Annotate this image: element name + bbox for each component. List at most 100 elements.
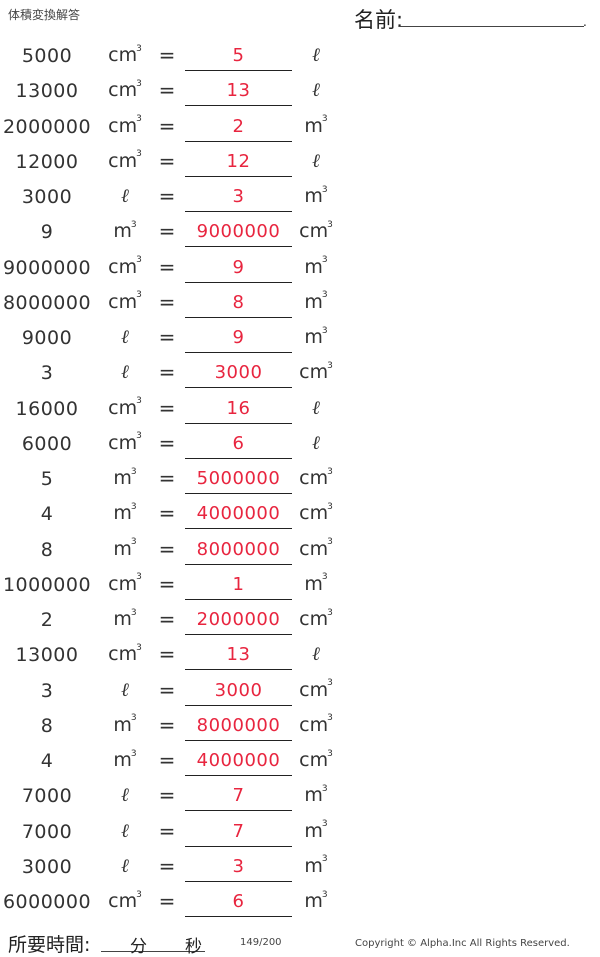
copyright-notice: Copyright © Alpha.Inc All Rights Reserve… — [355, 938, 570, 949]
problem-row: 3 ℓ = 3000 cm3 — [0, 358, 600, 393]
problem-value: 3000 — [21, 855, 73, 878]
equals-sign: = — [158, 853, 176, 878]
answer-field: 9 — [185, 257, 292, 283]
unit-cubic-centimeter: cm3 — [299, 607, 333, 630]
equals-sign: = — [158, 219, 176, 244]
name-field-line — [399, 26, 584, 27]
problem-value: 3 — [40, 362, 54, 385]
equals-sign: = — [158, 783, 176, 808]
problem-row: 6000000 cm3 = 6 m3 — [0, 887, 600, 922]
equals-sign: = — [158, 360, 176, 385]
answer-field: 3000 — [185, 680, 292, 706]
unit-cubic-meter: m3 — [304, 325, 328, 348]
unit-cubic-meter: m3 — [113, 607, 137, 630]
name-field-end-dot: . — [583, 15, 587, 29]
equals-sign: = — [158, 148, 176, 173]
unit-cubic-centimeter: cm3 — [108, 431, 142, 454]
unit-cubic-meter: m3 — [304, 819, 328, 842]
problem-value: 5 — [40, 468, 54, 490]
unit-cubic-centimeter: cm3 — [299, 748, 333, 771]
unit-liter: ℓ — [121, 185, 129, 207]
problem-row: 8 m3 = 8000000 cm3 — [0, 535, 600, 570]
problem-value: 9000000 — [2, 256, 92, 279]
problem-row: 16000 cm3 = 16 ℓ — [0, 394, 600, 429]
problem-row: 13000 cm3 = 13 ℓ — [0, 76, 600, 111]
equals-sign: = — [158, 712, 176, 737]
problem-value: 8 — [40, 538, 54, 561]
problem-value: 5000 — [21, 45, 73, 67]
problem-value: 6000000 — [2, 891, 92, 913]
unit-cubic-centimeter: cm3 — [108, 396, 142, 419]
unit-cubic-meter: m3 — [113, 537, 137, 560]
unit-cubic-meter: m3 — [113, 219, 137, 243]
equals-sign: = — [158, 254, 176, 279]
answer-field: 3000 — [185, 362, 292, 389]
answer-field: 7 — [185, 821, 292, 847]
answer-field: 5000000 — [185, 468, 292, 494]
unit-cubic-meter: m3 — [113, 748, 137, 771]
problem-row: 7000 ℓ = 7 m3 — [0, 781, 600, 816]
problem-row: 7000 ℓ = 7 m3 — [0, 817, 600, 852]
seconds-label: 秒 — [185, 937, 202, 957]
unit-cubic-meter: m3 — [304, 854, 328, 877]
answer-field: 13 — [185, 80, 292, 107]
problem-row: 3000 ℓ = 3 m3 — [0, 182, 600, 217]
problem-value: 7000 — [21, 820, 73, 843]
worksheet-title: 体積変換解答 — [8, 8, 81, 22]
problem-value: 13000 — [15, 80, 79, 103]
unit-cubic-centimeter: cm3 — [108, 255, 142, 278]
answer-field: 9 — [185, 327, 292, 353]
answer-field: 5 — [185, 45, 292, 71]
equals-sign: = — [158, 818, 176, 843]
unit-cubic-meter: m3 — [304, 889, 328, 912]
problem-value: 6000 — [21, 432, 73, 455]
problem-row: 9 m3 = 9000000 cm3 — [0, 217, 600, 252]
unit-cubic-centimeter: cm3 — [108, 114, 142, 137]
equals-sign: = — [158, 430, 176, 455]
problem-row: 5000 cm3 = 5 ℓ — [0, 41, 600, 76]
unit-cubic-meter: m3 — [304, 114, 328, 137]
problem-row: 6000 cm3 = 6 ℓ — [0, 429, 600, 464]
answer-field: 1 — [185, 574, 292, 600]
unit-liter: ℓ — [312, 643, 320, 666]
unit-cubic-centimeter: cm3 — [299, 360, 333, 384]
problem-row: 3 ℓ = 3000 cm3 — [0, 676, 600, 711]
problem-value: 9 — [40, 221, 54, 244]
page-number: 149/200 — [240, 937, 282, 948]
answer-field: 13 — [185, 644, 292, 671]
problem-value: 16000 — [15, 397, 79, 420]
unit-cubic-centimeter: cm3 — [299, 219, 333, 243]
unit-liter: ℓ — [121, 784, 129, 807]
problem-row: 5 m3 = 5000000 cm3 — [0, 464, 600, 499]
equals-sign: = — [158, 501, 176, 526]
answer-field: 8000000 — [185, 539, 292, 565]
unit-cubic-centimeter: cm3 — [108, 572, 142, 595]
equals-sign: = — [158, 466, 176, 490]
equals-sign: = — [158, 184, 176, 208]
problem-value: 8000000 — [2, 291, 92, 314]
equals-sign: = — [158, 748, 176, 772]
problem-row: 3000 ℓ = 3 m3 — [0, 852, 600, 887]
equals-sign: = — [158, 289, 176, 314]
answer-field: 6 — [185, 433, 292, 459]
unit-cubic-meter: m3 — [304, 572, 328, 595]
answer-field: 2 — [185, 116, 292, 142]
unit-liter: ℓ — [312, 149, 320, 172]
problem-row: 8000000 cm3 = 8 m3 — [0, 288, 600, 323]
problem-value: 4 — [40, 750, 54, 772]
problem-value: 3 — [40, 679, 54, 702]
unit-liter: ℓ — [121, 678, 129, 701]
unit-cubic-centimeter: cm3 — [108, 78, 142, 102]
unit-liter: ℓ — [121, 361, 129, 384]
unit-liter: ℓ — [312, 396, 320, 419]
equals-sign: = — [158, 571, 176, 596]
minutes-label: 分 — [130, 937, 147, 957]
problem-row: 12000 cm3 = 12 ℓ — [0, 147, 600, 182]
answer-field: 3 — [185, 856, 292, 882]
unit-cubic-meter: m3 — [304, 184, 328, 207]
problem-value: 4 — [40, 503, 54, 526]
problem-row: 4 m3 = 4000000 cm3 — [0, 499, 600, 534]
answer-field: 4000000 — [185, 750, 292, 776]
unit-cubic-centimeter: cm3 — [108, 43, 142, 66]
problem-row: 9000000 cm3 = 9 m3 — [0, 253, 600, 288]
